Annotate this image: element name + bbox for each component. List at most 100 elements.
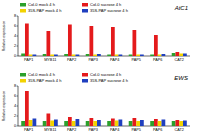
legend-swatch (82, 9, 88, 13)
legend-label: Col-0 mock 4 h (28, 2, 55, 7)
bar (115, 55, 119, 57)
bar (50, 55, 54, 57)
bar (64, 121, 68, 126)
bar (140, 55, 144, 57)
y-tick (17, 46, 19, 47)
bar (111, 119, 115, 127)
y-tick-label: 8 (14, 14, 16, 18)
bar (21, 54, 25, 57)
bar (33, 119, 37, 127)
y-tick (17, 96, 19, 97)
bar (158, 121, 162, 126)
legend-swatch (82, 3, 88, 7)
y-tick-label: 6 (14, 94, 16, 98)
bar (33, 55, 37, 57)
bar (76, 55, 80, 57)
bar (129, 55, 133, 57)
bar (72, 121, 76, 126)
y-tick-label: 2 (14, 44, 16, 48)
y-tick-label: 0 (14, 124, 16, 128)
bar (54, 55, 58, 57)
bar (68, 117, 72, 126)
chart: EWS Relative expression Col-0 mock 4 h Col-… (2, 72, 190, 132)
bar (50, 121, 54, 127)
bar (140, 120, 144, 126)
x-tick-label: PAP6 (153, 58, 162, 62)
legend-label: Col-0 sucrose 4 h (90, 2, 121, 7)
title: EWS (174, 75, 188, 81)
x-tick-label: PAP1 (24, 128, 33, 132)
y-tick-label: 8 (14, 84, 16, 88)
bar (175, 52, 179, 56)
bar (72, 55, 76, 57)
y-tick (17, 26, 19, 27)
bar (119, 120, 123, 127)
y-label: Relative expression (2, 21, 6, 52)
x-tick-label: MYB11 (44, 58, 56, 62)
x-tick-label: CAT2 (175, 58, 184, 62)
x-tick-label: PAP5 (132, 58, 141, 62)
legend-swatch (82, 79, 88, 83)
bar (172, 121, 176, 126)
bar (29, 120, 33, 126)
bar (46, 114, 50, 127)
bar (89, 118, 93, 126)
x-tick-label: MYB11 (44, 128, 56, 132)
bar (54, 120, 58, 127)
bar (93, 55, 97, 57)
legend-label: Col-0 mock 4 h (28, 72, 55, 77)
bar (132, 30, 136, 56)
y-tick (17, 116, 19, 117)
legend-swatch (20, 9, 26, 13)
bar (179, 121, 183, 126)
y-tick (17, 126, 19, 127)
legend-swatch (82, 73, 88, 77)
bar (25, 24, 29, 57)
bar (76, 119, 80, 126)
x-tick-label: PAP3 (89, 58, 98, 62)
bar (89, 26, 93, 56)
legend-label: 35S-PAP mock 4 h (28, 8, 61, 13)
chart: AtC1 Relative expression Col-0 mock 4 h Col… (2, 2, 190, 62)
bar (172, 53, 176, 56)
bar (158, 55, 162, 57)
y-tick-label: 4 (14, 104, 16, 108)
y-tick (17, 56, 19, 57)
x-tick-label: PAP4 (110, 58, 119, 62)
bar (46, 31, 50, 56)
bar (25, 91, 29, 126)
bar (179, 54, 183, 57)
bar (111, 27, 115, 56)
bar (29, 55, 33, 57)
y-axis (18, 86, 19, 126)
title: AtC1 (174, 5, 188, 11)
bar (183, 54, 187, 57)
x-tick-label: PAP1 (24, 58, 33, 62)
legend-label: 35S-PAP mock 4 h (28, 78, 61, 83)
y-label: Relative expression (2, 91, 6, 122)
y-tick-label: 2 (14, 114, 16, 118)
x-tick-label: CAT2 (175, 128, 184, 132)
bar (93, 121, 97, 126)
figure: AtC1 Relative expression Col-0 mock 4 h Col… (0, 0, 200, 140)
y-tick (17, 106, 19, 107)
bar (43, 54, 47, 56)
y-tick (17, 86, 19, 87)
bar (119, 55, 123, 57)
bar (136, 121, 140, 126)
bar (150, 55, 154, 57)
bar (150, 121, 154, 126)
bar (162, 120, 166, 127)
bar (136, 55, 140, 57)
bars (21, 91, 187, 126)
x-tick-label: PAP4 (110, 128, 119, 132)
bar (21, 121, 25, 126)
bar (132, 118, 136, 126)
bar (115, 121, 119, 127)
legend-label: Col-0 sucrose 4 h (90, 72, 121, 77)
legend-label: 35S-PAP sucrose 4 h (90, 78, 128, 83)
x-tick-label: PAP2 (67, 58, 76, 62)
legend-swatch (20, 73, 26, 77)
y-tick (17, 16, 19, 17)
y-tick-label: 0 (14, 54, 16, 58)
